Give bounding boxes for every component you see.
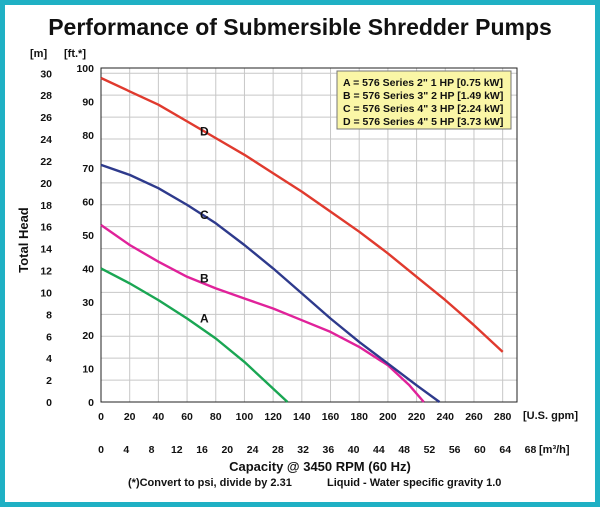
x-tick-label-gpm: 160 (322, 411, 340, 423)
x-tick-label-m3h: 16 (196, 444, 208, 456)
x-tick-label-m3h: 48 (398, 444, 410, 456)
y-tick-label-ft: 50 (82, 230, 94, 242)
x-tick-label-gpm: 140 (293, 411, 311, 423)
y-unit-left: [m] (30, 48, 47, 60)
footnote-psi: (*)Convert to psi, divide by 2.31 (128, 477, 292, 489)
legend-item-c: C = 576 Series 4" 3 HP [2.24 kW] (343, 103, 503, 115)
y-tick-label-ft: 10 (82, 364, 94, 376)
curve-label-d: D (200, 124, 209, 138)
chart-frame: Performance of Submersible Shredder Pump… (5, 5, 595, 502)
y-tick-label-m: 24 (40, 134, 52, 146)
legend-item-b: B = 576 Series 3" 2 HP [1.49 kW] (343, 90, 503, 102)
x-tick-label-m3h: 4 (123, 444, 129, 456)
x-unit-gpm: [U.S. gpm] (523, 410, 578, 422)
curve-labels: A B C D (200, 124, 209, 325)
y-tick-label-m: 20 (40, 178, 52, 190)
y-tick-label-ft: 70 (82, 163, 94, 175)
y-tick-label-m: 16 (40, 222, 52, 234)
x-tick-label-m3h: 56 (449, 444, 461, 456)
plot-border (100, 67, 518, 403)
performance-chart: Performance of Submersible Shredder Pump… (16, 14, 578, 489)
y-tick-label-m: 12 (40, 266, 52, 278)
y-tick-label-m: 28 (40, 90, 52, 102)
x-tick-label-gpm: 220 (408, 411, 426, 423)
x-tick-label-gpm: 60 (181, 411, 193, 423)
y-tick-label-m: 2 (46, 375, 52, 387)
legend: A = 576 Series 2" 1 HP [0.75 kW] B = 576… (336, 70, 512, 130)
x-ticks-m3h: 0 4 8 12 16 20 24 28 32 36 40 44 48 52 56 60 64 68 (98, 444, 536, 456)
chart-title: Performance of Submersible Shredder Pump… (48, 14, 552, 40)
y-unit-right: [ft.*] (64, 48, 86, 60)
y-tick-label-ft: 60 (82, 197, 94, 209)
x-tick-label-gpm: 240 (437, 411, 455, 423)
x-tick-label-m3h: 40 (348, 444, 360, 456)
y-tick-label-m: 30 (40, 68, 52, 80)
curve-b (100, 224, 425, 403)
footnote-liquid: Liquid - Water specific gravity 1.0 (327, 477, 501, 489)
x-tick-label-m3h: 60 (474, 444, 486, 456)
x-tick-label-m3h: 8 (149, 444, 155, 456)
curve-label-a: A (200, 312, 209, 326)
x-tick-label-gpm: 100 (236, 411, 254, 423)
x-tick-label-m3h: 64 (499, 444, 511, 456)
y-tick-label-m: 8 (46, 309, 52, 321)
y-tick-label-ft: 0 (88, 397, 94, 409)
x-tick-label-m3h: 24 (247, 444, 259, 456)
legend-box (336, 70, 512, 130)
y-tick-label-ft: 40 (82, 263, 94, 275)
y-tick-label-ft: 80 (82, 130, 94, 142)
x-tick-label-gpm: 280 (494, 411, 512, 423)
legend-item-a: A = 576 Series 2" 1 HP [0.75 kW] (343, 77, 503, 89)
x-tick-label-gpm: 80 (210, 411, 222, 423)
x-tick-label-m3h: 36 (323, 444, 335, 456)
curve-c (100, 163, 441, 403)
y-tick-label-m: 18 (40, 200, 52, 212)
curve-a (100, 267, 289, 403)
x-tick-label-m3h: 32 (297, 444, 309, 456)
x-tick-label-gpm: 200 (379, 411, 397, 423)
y-tick-label-ft: 20 (82, 330, 94, 342)
y-tick-label-m: 4 (46, 353, 52, 365)
y-tick-label-ft: 100 (76, 63, 94, 75)
x-tick-label-m3h: 12 (171, 444, 183, 456)
x-tick-label-gpm: 0 (98, 411, 104, 423)
y-tick-label-m: 10 (40, 287, 52, 299)
x-tick-label-gpm: 120 (264, 411, 282, 423)
x-tick-label-m3h: 44 (373, 444, 385, 456)
y-tick-label-m: 14 (40, 244, 52, 256)
x-tick-label-m3h: 28 (272, 444, 284, 456)
curve-label-c: C (200, 208, 209, 222)
x-tick-label-gpm: 40 (153, 411, 165, 423)
y-tick-label-ft: 30 (82, 297, 94, 309)
legend-item-d: D = 576 Series 4" 5 HP [3.73 kW] (343, 116, 503, 128)
y-tick-label-m: 0 (46, 397, 52, 409)
x-unit-m3h: [m³/h] (539, 444, 570, 456)
y-tick-label-m: 6 (46, 331, 52, 343)
y-tick-label-ft: 90 (82, 96, 94, 108)
y-tick-label-m: 22 (40, 156, 52, 168)
x-tick-label-m3h: 0 (98, 444, 104, 456)
x-tick-label-m3h: 52 (424, 444, 436, 456)
x-axis-label: Capacity @ 3450 RPM (60 Hz) (229, 459, 411, 474)
x-ticks-gpm: 0 20 40 60 80 100 120 140 160 180 200 220 240 260 280 (98, 411, 511, 423)
pump-curves (100, 76, 504, 403)
x-tick-label-m3h: 68 (525, 444, 537, 456)
x-tick-label-gpm: 180 (350, 411, 368, 423)
y-ticks-feet: 0 10 20 30 40 50 60 70 80 90 100 (76, 63, 94, 409)
y-axis-label: Total Head (16, 207, 31, 273)
y-tick-label-m: 26 (40, 112, 52, 124)
x-tick-label-m3h: 20 (221, 444, 233, 456)
x-tick-label-gpm: 20 (124, 411, 136, 423)
x-tick-label-gpm: 260 (465, 411, 483, 423)
curve-d (100, 76, 504, 353)
curve-label-b: B (200, 271, 209, 285)
